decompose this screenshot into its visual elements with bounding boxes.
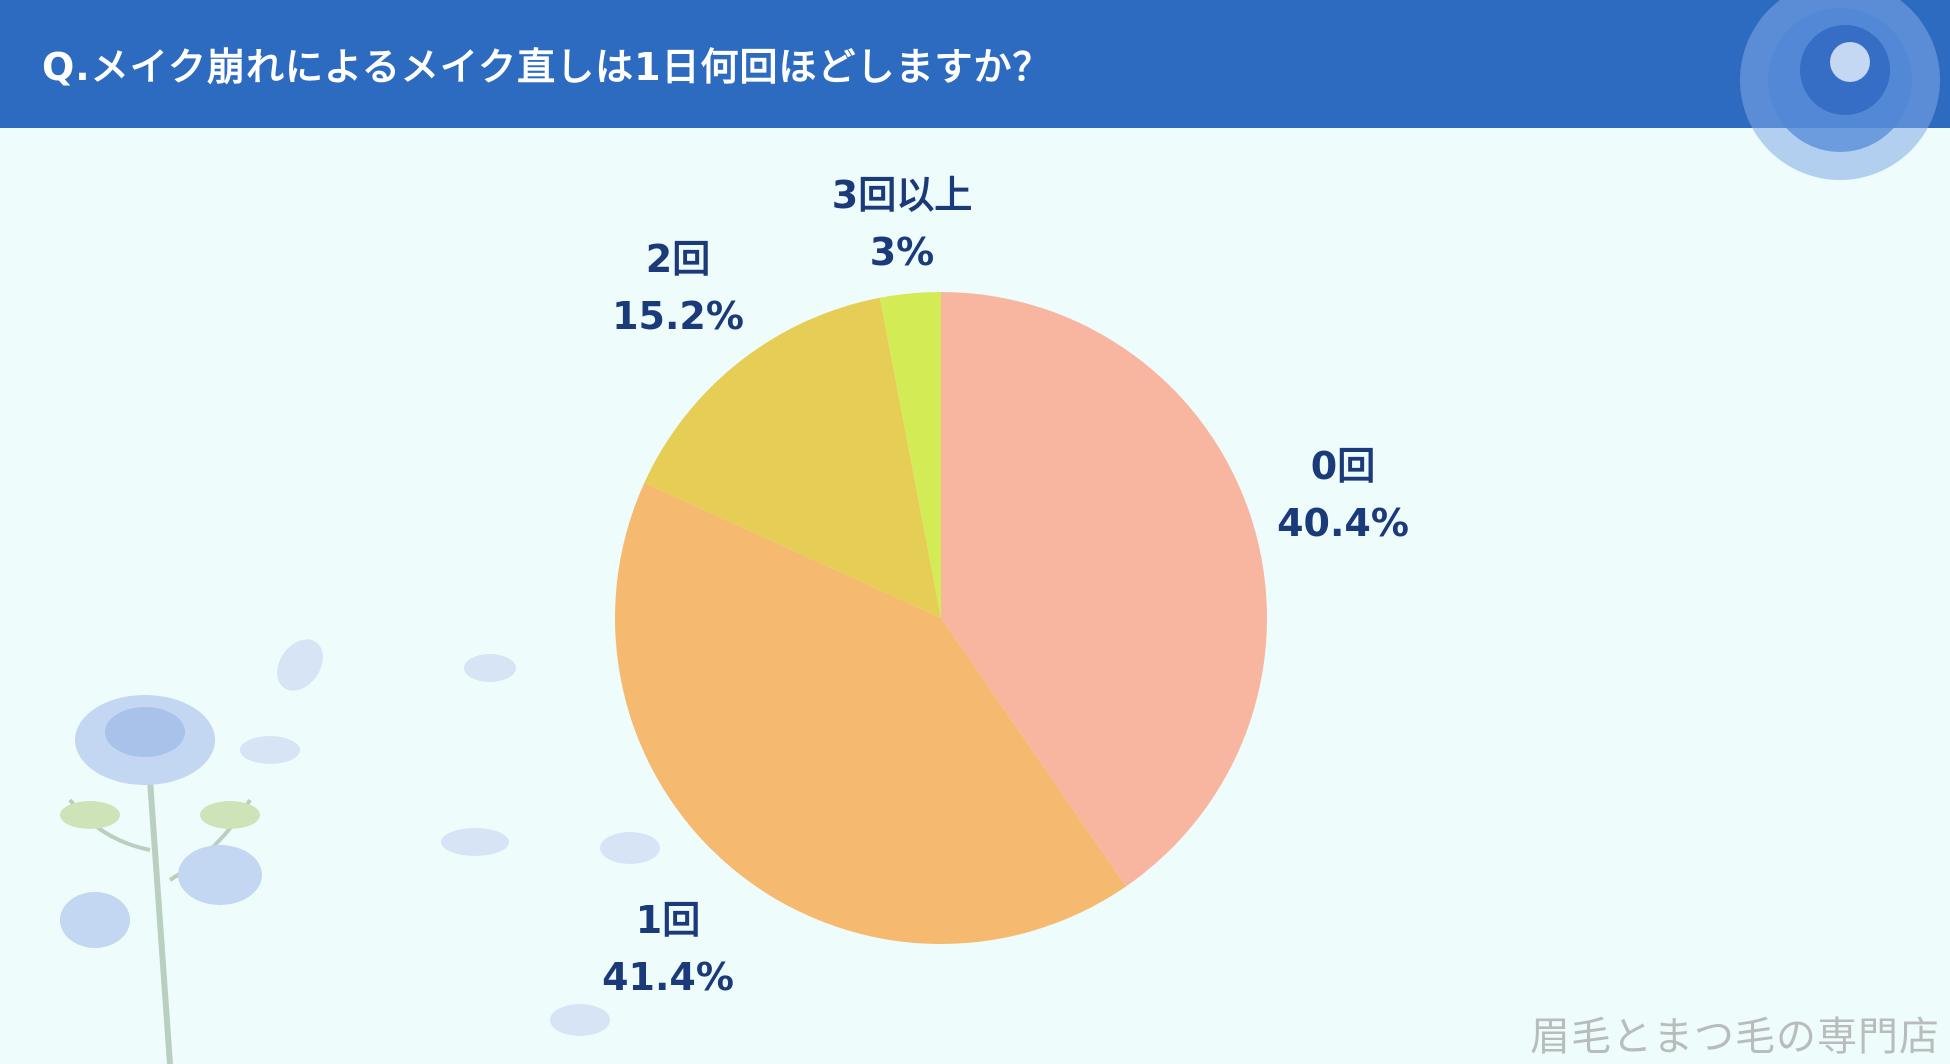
page-title: Q.メイク崩れによるメイク直しは1日何回ほどしますか？ xyxy=(42,45,1052,89)
label-2: 2回 15.2% xyxy=(612,231,744,345)
pie-slice-3 xyxy=(879,292,941,618)
pie-slice-1 xyxy=(614,482,1126,944)
label-0: 0回 40.4% xyxy=(1277,438,1409,552)
slice-label: 3回以上 xyxy=(831,173,973,217)
slice-label: 0回 xyxy=(1310,444,1376,488)
slice-value-label: 15.2% xyxy=(612,294,744,338)
pie-slice-0 xyxy=(941,292,1267,887)
slice-value-label: 40.4% xyxy=(1277,501,1409,545)
label-3: 3回以上 3% xyxy=(832,167,972,281)
watermark: 眉毛とまつ毛の専門店 xyxy=(1530,1014,1940,1060)
slice-value-label: 3% xyxy=(869,230,935,274)
title-banner: Q.メイク崩れによるメイク直しは1日何回ほどしますか？ xyxy=(0,0,1950,128)
slice-value-label: 41.4% xyxy=(602,955,734,999)
blue-rose-decoration-top-right xyxy=(1740,0,1940,180)
pie-slice-2 xyxy=(644,297,941,618)
blue-rose-decoration-bottom-left xyxy=(60,639,660,1064)
slice-label: 1回 xyxy=(635,898,701,942)
slice-label: 2回 xyxy=(645,237,711,281)
label-1: 1回 41.4% xyxy=(602,892,734,1006)
